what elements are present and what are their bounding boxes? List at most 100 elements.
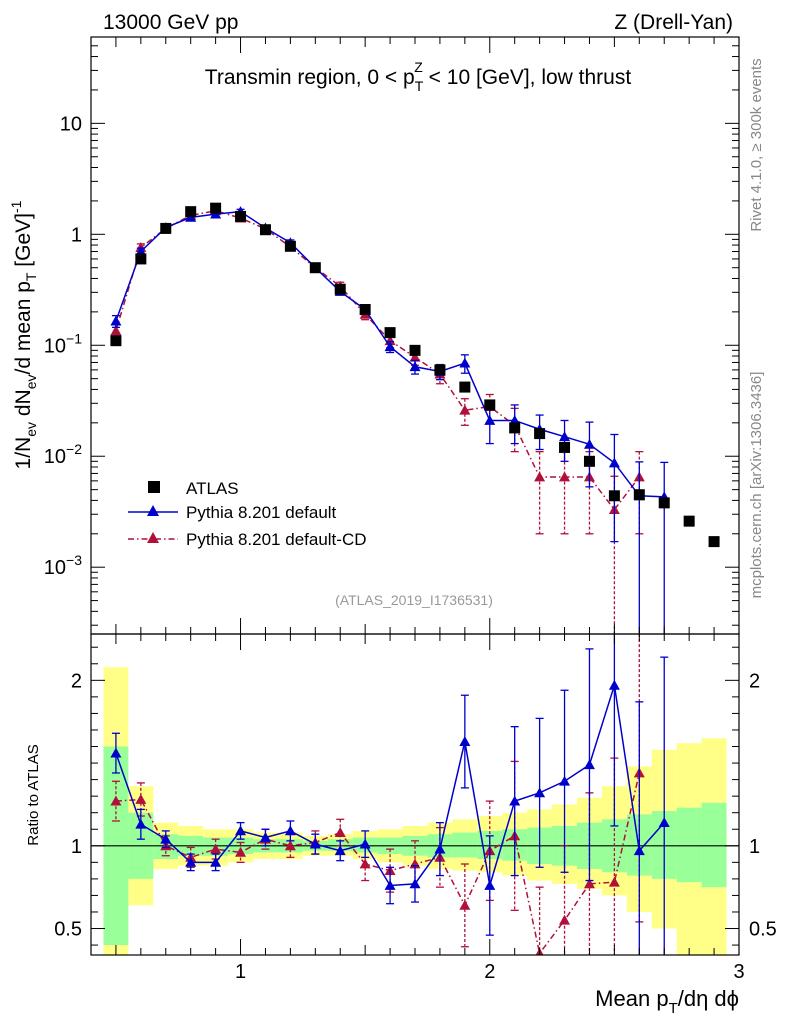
ratio-inner-band [701,802,727,888]
ratio-series-default [110,634,670,955]
atlas-data-point [309,262,321,274]
rivet-version-label: Rivet 4.1.0, ≥ 300k events [748,58,765,231]
ratio-y-tick-label-left: 1 [71,836,82,858]
main-plot-title: Transmin region, 0 < pTZ < 10 [GeV], low… [205,59,632,94]
legend: ATLAS Pythia 8.201 default Pythia 8.201 … [128,479,367,549]
ratio-data-point [334,827,346,837]
ratio-data-point [434,843,446,854]
main-data-point [559,471,571,482]
atlas-data-point [235,210,247,222]
main-y-tick-label: 10 [60,113,82,135]
ratio-data-point [534,787,546,798]
ratio-y-tick-label-right: 2 [749,670,760,692]
ratio-y-tick-label-left: 2 [71,670,82,692]
main-y-axis-label: 1/Nev dNev/d mean pT [GeV]-1 [8,200,39,469]
legend-atlas-label: ATLAS [186,479,239,498]
ratio-data-point [110,795,122,806]
atlas-data-point [384,327,396,339]
ratio-data-point [633,845,645,856]
atlas-data-point [434,364,446,376]
main-y-tick-label: 1 [71,224,82,246]
main-data-point [484,414,496,425]
header-energy-label: 13000 GeV pp [103,11,238,34]
ratio-data-point [459,899,471,910]
mcplots-reference-label: mcplots.cern.ch [arXiv:1306.3436] [748,372,765,599]
ratio-data-point [559,775,571,786]
atlas-data-point [534,428,546,440]
main-data-point [135,245,147,256]
x-tick-label: 3 [733,961,744,983]
ratio-data-point [608,679,620,690]
ratio-data-point [185,856,197,867]
ratio-data-point [359,838,371,849]
atlas-data-point [409,344,421,356]
main-data-point [409,361,421,372]
atlas-data-point [583,455,595,467]
atlas-data-point [334,283,346,295]
ratio-data-point [509,795,521,806]
main-series-atlas [110,202,720,548]
x-axis-label: Mean pT/dη dϕ [595,986,739,1017]
analysis-id-label: (ATLAS_2019_I1736531) [335,592,493,608]
legend-cd-marker [147,532,159,543]
main-data-point [608,457,620,468]
header-process-label: Z (Drell-Yan) [614,11,733,34]
ratio-data-point [409,878,421,889]
ratio-y-tick-label-left: 0.5 [54,919,82,941]
atlas-data-point [160,222,172,234]
main-data-point [583,438,595,449]
ratio-data-point [583,759,595,770]
ratio-data-point [658,817,670,828]
ratio-data-point [559,914,571,925]
ratio-data-point [583,878,595,889]
ratio-data-point [210,843,222,854]
atlas-data-point [185,206,197,218]
ratio-data-point [608,876,620,887]
main-data-point [384,341,396,352]
ratio-inner-band [452,832,478,858]
ratio-data-point [484,880,496,890]
atlas-data-point [658,497,670,509]
ratio-y-axis-label: Ratio to ATLAS [25,744,42,845]
ratio-data-point [110,747,122,758]
atlas-data-point [359,304,371,316]
ratio-data-point [459,736,471,746]
atlas-data-point [259,224,271,236]
ratio-data-point [210,856,222,867]
atlas-data-point [135,253,147,265]
main-data-point [459,404,471,415]
main-plot-panel: 10−3 10−2 10−1 1 10 Transmin region, 0 < pTZ… [8,36,740,635]
atlas-data-point [509,422,521,434]
atlas-data-point [484,399,496,411]
ratio-data-point [334,845,346,856]
main-data-point [110,315,122,326]
legend-cd-label: Pythia 8.201 default-CD [186,530,367,549]
ratio-data-point [309,838,321,849]
ratio-inner-band [676,807,702,883]
x-tick-label: 2 [484,961,495,983]
ratio-data-point [259,832,271,842]
ratio-series-line [115,772,641,955]
main-data-point [459,357,471,368]
legend-atlas-marker [148,481,160,493]
ratio-data-point [384,880,396,890]
ratio-data-point [235,846,247,857]
atlas-data-point [459,381,471,393]
atlas-data-point [683,515,695,527]
x-tick-label: 1 [235,961,246,983]
main-data-point [509,414,521,425]
legend-default-label: Pythia 8.201 default [186,503,337,522]
atlas-data-point [284,240,296,252]
atlas-data-point [210,202,222,214]
main-data-point [534,471,546,482]
main-data-point [559,431,571,442]
ratio-data-point [135,793,147,804]
main-y-tick-label: 10−1 [44,330,82,357]
ratio-data-point [135,818,147,829]
legend-default-marker [147,505,159,516]
ratio-y-tick-label-right: 0.5 [749,919,777,941]
atlas-data-point [633,489,645,501]
ratio-data-point [284,840,296,851]
main-y-tick-label: 10−3 [44,552,82,579]
